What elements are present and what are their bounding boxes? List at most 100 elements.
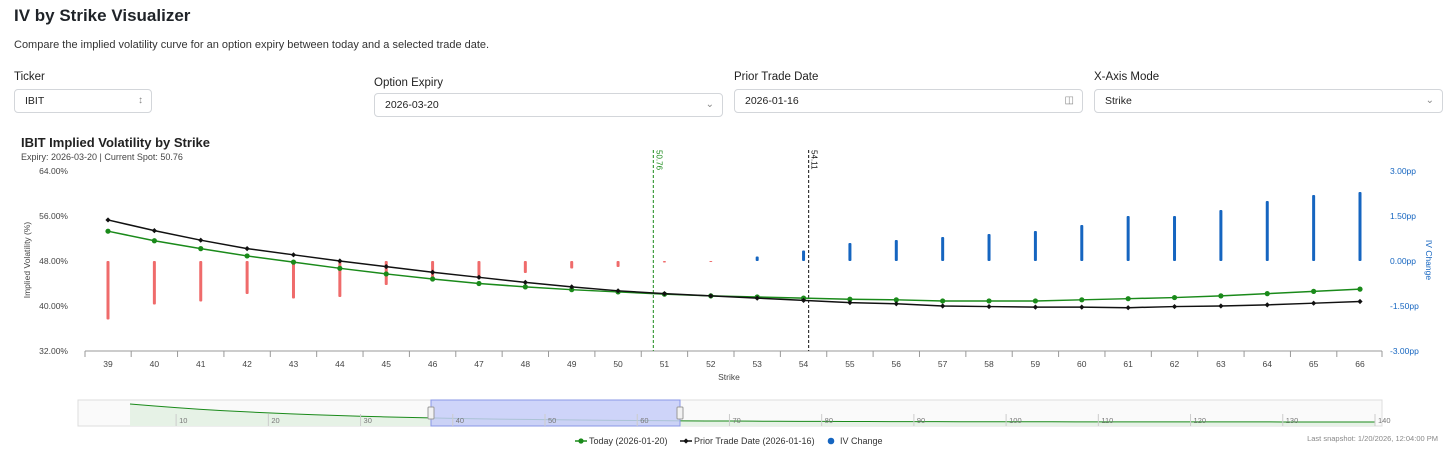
iv-change-bar [1312, 195, 1315, 261]
iv-change-bar [1266, 201, 1269, 261]
today-series-point [1033, 298, 1038, 303]
today-series-point [105, 229, 110, 234]
prior-series-point [1311, 301, 1316, 306]
today-series-point [430, 276, 435, 281]
today-series-point [384, 271, 389, 276]
iv-change-bar [1034, 231, 1037, 261]
y2-tick-label: -1.50pp [1390, 301, 1419, 311]
prior-series-point [430, 270, 435, 275]
today-series-line [108, 231, 1360, 301]
prior-series-point [523, 280, 528, 285]
snapshot-text: Last snapshot: 1/20/2026, 12:04:00 PM [1307, 434, 1438, 443]
navigator-tick-label: 70 [732, 416, 740, 425]
today-series-point [1218, 293, 1223, 298]
x-tick-label: 59 [1031, 359, 1041, 369]
prior-series-point [1079, 305, 1084, 310]
today-series-point [1357, 287, 1362, 292]
navigator-handle[interactable] [677, 407, 683, 419]
navigator-handle[interactable] [428, 407, 434, 419]
today-series-point [940, 298, 945, 303]
y2-tick-label: 1.50pp [1390, 211, 1416, 221]
y-tick-label: 64.00% [39, 166, 68, 176]
iv-change-bar [153, 261, 156, 305]
legend-prior-label: Prior Trade Date (2026-01-16) [694, 436, 815, 446]
navigator-tick-label: 30 [364, 416, 372, 425]
x-tick-label: 44 [335, 359, 345, 369]
x-tick-label: 60 [1077, 359, 1087, 369]
x-tick-label: 45 [381, 359, 391, 369]
y2-tick-label: 0.00pp [1390, 256, 1416, 266]
x-tick-label: 65 [1309, 359, 1319, 369]
iv-change-bar [663, 261, 666, 263]
legend-prior-marker [683, 438, 688, 443]
prior-series-point [1126, 305, 1131, 310]
today-series-point [198, 246, 203, 251]
x-axis-label: Strike [718, 372, 740, 382]
navigator-tick-label: 60 [640, 416, 648, 425]
today-series-point [1311, 289, 1316, 294]
x-tick-label: 42 [242, 359, 252, 369]
iv-change-bar [941, 237, 944, 261]
iv-change-bar [1173, 216, 1176, 261]
prior-series-point [894, 301, 899, 306]
legend-today-label: Today (2026-01-20) [589, 436, 668, 446]
today-series-point [523, 284, 528, 289]
x-tick-label: 47 [474, 359, 484, 369]
navigator-tick-label: 10 [179, 416, 187, 425]
prior-series-point [198, 238, 203, 243]
iv-change-bar [1127, 216, 1130, 261]
today-series-point [245, 253, 250, 258]
today-series-point [1079, 297, 1084, 302]
legend-iv-change-label: IV Change [840, 436, 883, 446]
iv-change-bar [570, 261, 573, 269]
iv-change-bar [199, 261, 202, 302]
x-tick-label: 62 [1170, 359, 1180, 369]
x-tick-label: 50 [613, 359, 623, 369]
chart-subtitle: Expiry: 2026-03-20 | Current Spot: 50.76 [21, 152, 183, 162]
x-tick-label: 58 [984, 359, 994, 369]
navigator-tick-label: 40 [456, 416, 464, 425]
x-tick-label: 43 [289, 359, 299, 369]
legend-today-marker [578, 438, 583, 443]
y-tick-label: 40.00% [39, 301, 68, 311]
navigator-tick-label: 80 [825, 416, 833, 425]
iv-change-bar [988, 234, 991, 261]
prior-series-point [291, 252, 296, 257]
navigator-tick-label: 140 [1378, 416, 1391, 425]
iv-chart[interactable]: IBIT Implied Volatility by Strike Expiry… [0, 0, 1456, 464]
x-tick-label: 40 [150, 359, 160, 369]
x-tick-label: 39 [103, 359, 113, 369]
y2-tick-label: 3.00pp [1390, 166, 1416, 176]
x-tick-label: 53 [752, 359, 762, 369]
prior-series-point [1218, 303, 1223, 308]
legend-iv-change-marker [828, 438, 835, 445]
prior-series-point [384, 264, 389, 269]
x-tick-label: 46 [428, 359, 438, 369]
prior-series-point [1033, 305, 1038, 310]
y-tick-label: 32.00% [39, 346, 68, 356]
prior-series-point [1172, 304, 1177, 309]
x-tick-label: 57 [938, 359, 948, 369]
today-series-point [337, 266, 342, 271]
iv-change-bar [802, 251, 805, 262]
today-series-point [291, 260, 296, 265]
x-tick-label: 61 [1123, 359, 1133, 369]
y2-axis-label: IV Change [1424, 240, 1434, 280]
today-series-point [986, 298, 991, 303]
navigator-tick-label: 110 [1101, 416, 1113, 425]
chart-title: IBIT Implied Volatility by Strike [21, 135, 210, 150]
iv-change-bar [848, 243, 851, 261]
prior-series-point [940, 303, 945, 308]
iv-change-bar [524, 261, 527, 273]
x-tick-label: 64 [1263, 359, 1273, 369]
y-tick-label: 48.00% [39, 256, 68, 266]
iv-change-bar [1080, 225, 1083, 261]
prior-series-line [108, 220, 1360, 308]
y-tick-label: 56.00% [39, 211, 68, 221]
x-tick-label: 66 [1355, 359, 1365, 369]
marker-label: 50.76 [654, 150, 663, 171]
today-series-point [152, 238, 157, 243]
iv-change-bar [246, 261, 249, 294]
prior-series-point [1265, 302, 1270, 307]
marker-label: 54.11 [810, 150, 819, 170]
